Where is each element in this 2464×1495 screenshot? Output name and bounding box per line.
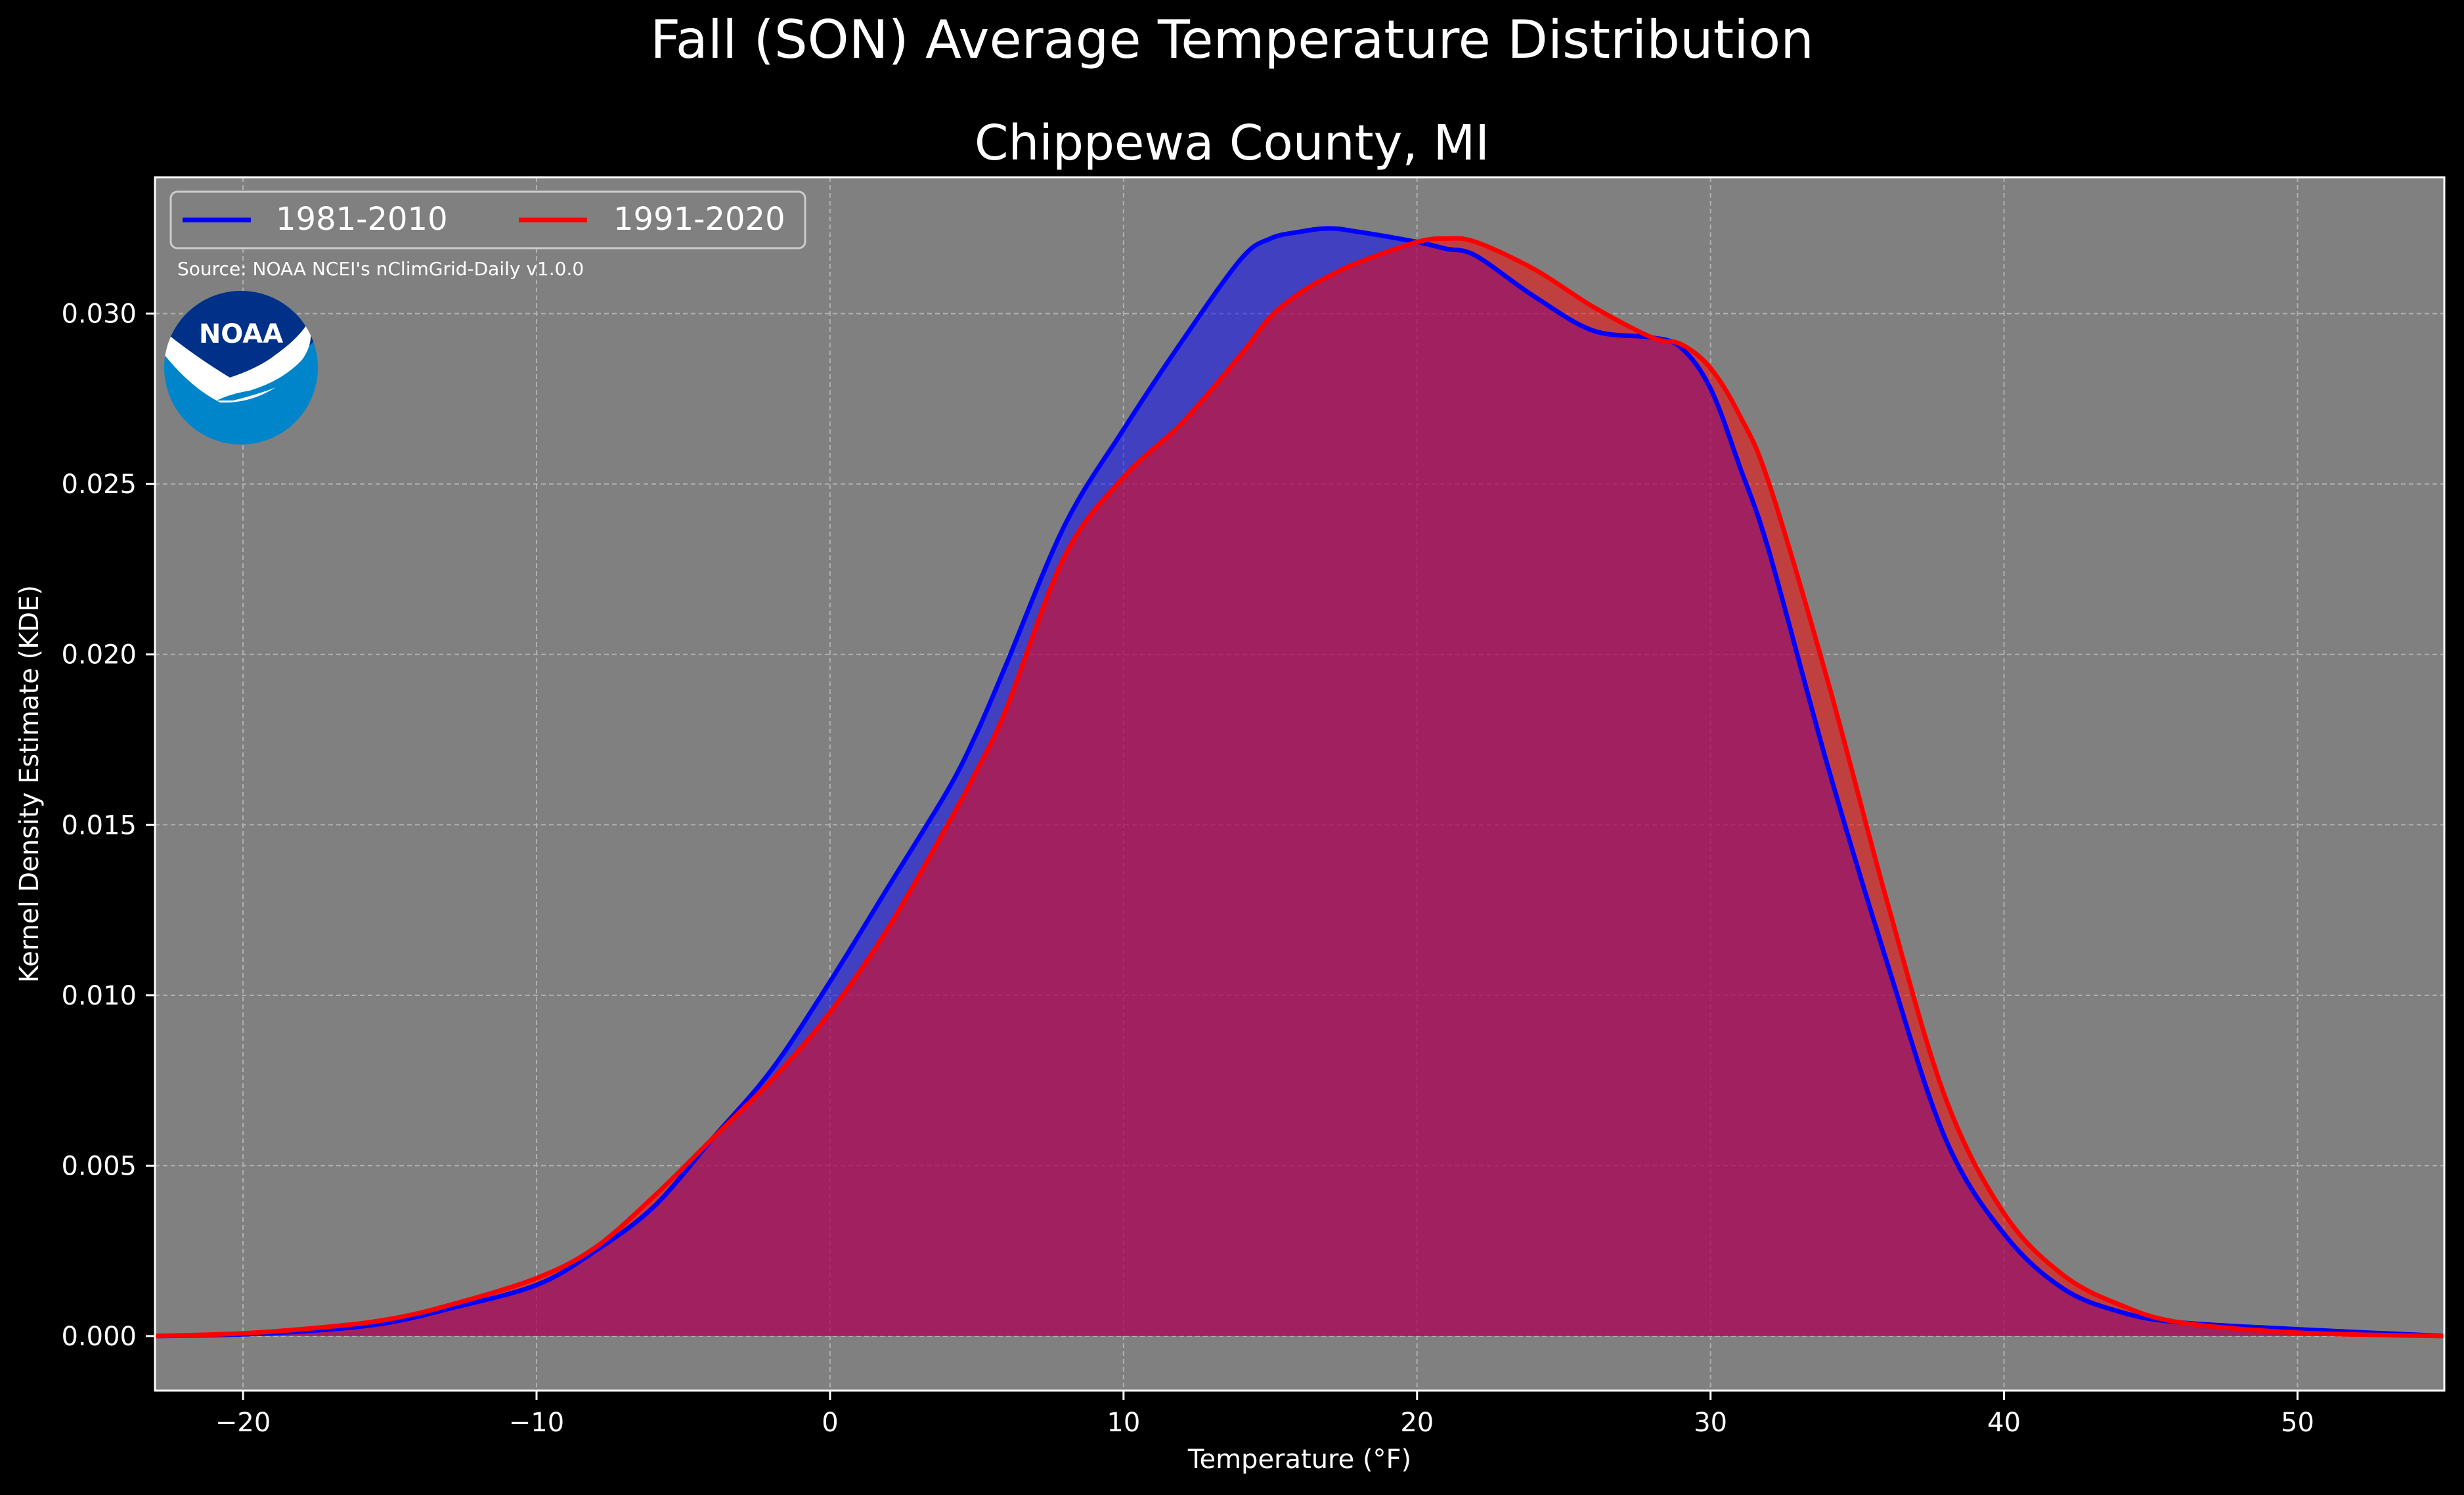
chart-title: Chippewa County, MI <box>975 115 1489 171</box>
series-line-1991-2020 <box>154 236 2445 1339</box>
noaa-logo-icon: NOAA <box>164 291 318 444</box>
x-tick-label: 20 <box>1400 1408 1434 1438</box>
y-axis: 0.000 0.005 0.010 0.015 0.020 0.025 0.030 <box>61 299 155 1352</box>
series-line-1981-2010 <box>154 226 2445 1339</box>
x-tick-label: 40 <box>1987 1408 2021 1438</box>
source-note: Source: NOAA NCEI's nClimGrid-Daily v1.0… <box>177 258 584 280</box>
x-tick-label: 0 <box>822 1408 838 1438</box>
x-tick-label: 50 <box>2281 1408 2314 1438</box>
legend-box <box>169 190 806 249</box>
series-area-1991-2020 <box>155 238 2444 1336</box>
chart-suptitle: Fall (SON) Average Temperature Distribut… <box>650 9 1814 70</box>
legend: 1981-2010 1991-2020 <box>169 190 806 249</box>
x-tick-label: −10 <box>509 1408 564 1438</box>
x-tick-label: 30 <box>1694 1408 1727 1438</box>
x-tick-label: 10 <box>1107 1408 1140 1438</box>
y-tick-label: 0.000 <box>61 1322 137 1352</box>
y-tick-label: 0.005 <box>61 1151 137 1181</box>
x-axis-label: Temperature (°F) <box>1187 1444 1411 1475</box>
y-axis-label: Kernel Density Estimate (KDE) <box>14 585 45 983</box>
y-tick-label: 0.015 <box>61 810 137 840</box>
y-tick-label: 0.025 <box>61 469 137 500</box>
y-tick-label: 0.020 <box>61 640 137 670</box>
plot-frame <box>154 176 2446 1392</box>
series-layer <box>154 226 2445 1339</box>
x-axis: −20 −10 0 10 20 30 40 50 <box>215 1391 2314 1438</box>
legend-label-1981-2010: 1981-2010 <box>276 201 448 238</box>
x-tick-label: −20 <box>215 1408 271 1438</box>
legend-label-1991-2020: 1991-2020 <box>613 201 785 238</box>
y-tick-label: 0.010 <box>61 981 137 1011</box>
noaa-logo-text: NOAA <box>199 319 283 349</box>
y-tick-label: 0.030 <box>61 299 137 330</box>
